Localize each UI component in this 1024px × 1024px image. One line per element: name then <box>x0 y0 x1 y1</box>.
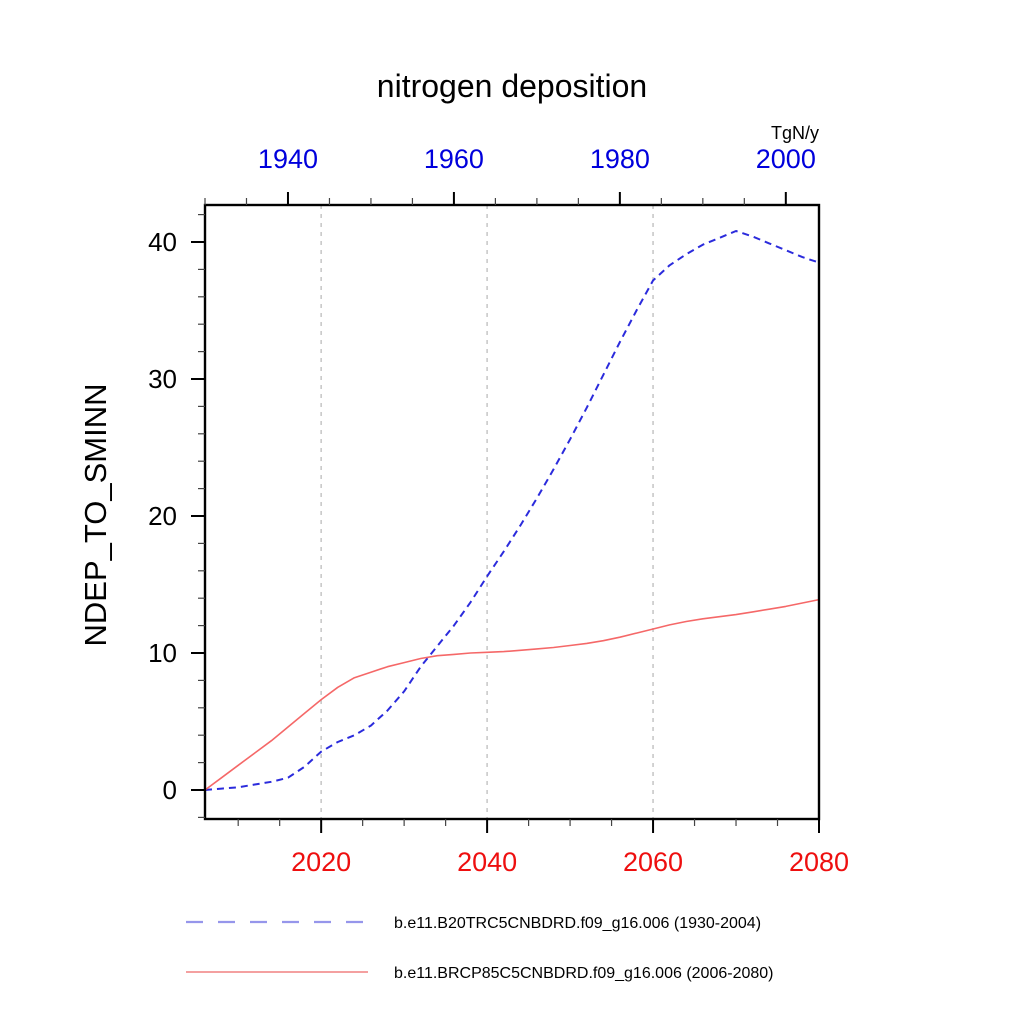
y-axis-label-0: 0 <box>163 775 177 805</box>
legend-label-brcp85: b.e11.BRCP85C5CNBDRD.f09_g16.006 (2006-2… <box>394 965 773 982</box>
legend-label-b20trc: b.e11.B20TRC5CNBDRD.f09_g16.006 (1930-20… <box>394 915 761 932</box>
y-axis-title: NDEP_TO_SMINN <box>78 384 113 647</box>
y-axis-label-30: 30 <box>148 364 177 394</box>
y-axis-label-40: 40 <box>148 227 177 257</box>
legend-line-samples <box>186 920 368 973</box>
bottom-axis-label-2060: 2060 <box>623 847 683 877</box>
chart-title: nitrogen deposition <box>377 68 647 104</box>
top-axis-label-1980: 1980 <box>590 144 650 174</box>
gridlines <box>320 205 654 819</box>
bottom-axis-label-2040: 2040 <box>457 847 517 877</box>
y-axis-label-10: 10 <box>148 638 177 668</box>
y-axis-label-20: 20 <box>148 501 177 531</box>
top-axis-label-1940: 1940 <box>258 144 318 174</box>
bottom-axis-label-2020: 2020 <box>291 847 351 877</box>
curve-brcp85 <box>204 598 820 791</box>
tick-labels: 1940 1960 1980 2000 2020 2040 2060 2080 0 10 20 30 4… <box>148 144 849 877</box>
axes-frame-and-ticks <box>191 192 821 833</box>
top-axis-label-1960: 1960 <box>424 144 484 174</box>
data-curves <box>204 230 820 791</box>
bottom-axis-label-2080: 2080 <box>789 847 849 877</box>
curve-b20trc <box>204 230 820 791</box>
plot-frame <box>203 203 821 821</box>
top-axis-label-2000: 2000 <box>756 144 816 174</box>
units-label: TgN/y <box>771 123 819 143</box>
